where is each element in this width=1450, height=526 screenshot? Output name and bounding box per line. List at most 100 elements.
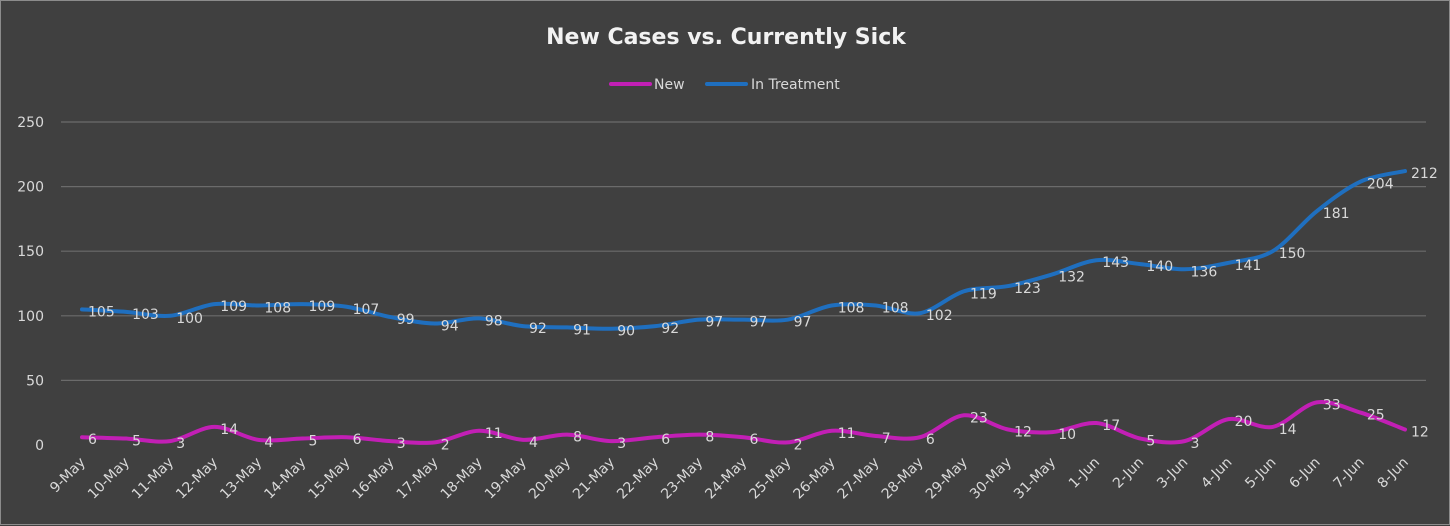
data-label-new: 6 (926, 432, 935, 448)
data-label-in-treatment: 108 (838, 300, 865, 316)
data-label-in-treatment: 102 (926, 308, 953, 324)
data-label-new: 3 (176, 436, 185, 452)
x-tick-label: 28-May (879, 455, 927, 503)
x-tick-label: 6-Jun (1286, 455, 1323, 492)
data-label-new: 11 (485, 426, 503, 442)
x-tick-label: 7-Jun (1331, 455, 1368, 492)
data-label-new: 6 (353, 432, 362, 448)
data-label-new: 6 (750, 432, 759, 448)
data-label-in-treatment: 97 (750, 315, 768, 331)
x-tick-label: 9-May (47, 455, 89, 497)
data-label-new: 11 (838, 426, 856, 442)
data-label-in-treatment: 109 (309, 299, 336, 315)
data-label-new: 3 (617, 436, 626, 452)
data-label-new: 17 (1102, 418, 1120, 434)
data-label-new: 3 (397, 436, 406, 452)
x-tick-label: 10-May (85, 455, 133, 503)
x-tick-label: 22-May (614, 455, 662, 503)
data-label-new: 8 (705, 430, 714, 446)
x-tick-label: 31-May (1011, 455, 1059, 503)
y-tick-label: 50 (26, 373, 44, 389)
data-label-in-treatment: 141 (1235, 258, 1262, 274)
x-tick-label: 2-Jun (1110, 455, 1147, 492)
series-line-new (80, 399, 1407, 446)
x-tick-label: 14-May (261, 455, 309, 503)
data-label-in-treatment: 91 (573, 322, 591, 338)
data-label-in-treatment: 150 (1279, 246, 1306, 262)
legend: New In Treatment (609, 77, 840, 93)
data-label-new: 14 (220, 422, 238, 438)
x-tick-label: 12-May (173, 455, 221, 503)
data-label-new: 12 (1411, 424, 1429, 440)
data-label-new: 12 (1014, 424, 1032, 440)
series-line-in-treatment (80, 169, 1407, 331)
x-tick-label: 3-Jun (1154, 455, 1191, 492)
data-label-in-treatment: 109 (220, 299, 247, 315)
chart-title: New Cases vs. Currently Sick (546, 25, 907, 50)
x-tick-label: 21-May (570, 455, 618, 503)
y-tick-label: 100 (17, 309, 44, 325)
data-label-new: 14 (1279, 422, 1297, 438)
data-label-in-treatment: 94 (441, 319, 459, 335)
data-label-new: 7 (882, 431, 891, 447)
x-tick-label: 18-May (438, 455, 486, 503)
x-tick-label: 23-May (658, 455, 706, 503)
x-tick-label: 8-Jun (1375, 455, 1412, 492)
x-tick-label: 30-May (967, 455, 1015, 503)
data-label-in-treatment: 97 (705, 315, 723, 331)
y-tick-label: 150 (17, 244, 44, 260)
gridlines (61, 121, 1426, 381)
series-lines (80, 169, 1407, 446)
data-label-in-treatment: 181 (1323, 206, 1350, 222)
x-tick-label: 25-May (746, 455, 794, 503)
x-tick-label: 15-May (305, 455, 353, 503)
x-tick-label: 5-Jun (1242, 455, 1279, 492)
data-label-new: 4 (529, 435, 538, 451)
data-label-new: 6 (88, 432, 97, 448)
x-tick-label: 29-May (923, 455, 971, 503)
y-tick-label: 200 (17, 180, 44, 196)
data-label-new: 8 (573, 430, 582, 446)
x-tick-label: 11-May (129, 455, 177, 503)
legend-label-new: New (654, 77, 685, 93)
data-label-in-treatment: 108 (264, 300, 291, 316)
y-tick-label: 250 (17, 115, 44, 131)
x-tick-label: 16-May (350, 455, 398, 503)
data-label-new: 10 (1058, 427, 1076, 443)
x-tick-label: 1-Jun (1066, 455, 1103, 492)
x-tick-label: 26-May (791, 455, 839, 503)
data-label-in-treatment: 99 (397, 312, 415, 328)
data-label-in-treatment: 212 (1411, 166, 1438, 182)
x-tick-label: 20-May (526, 455, 574, 503)
data-label-new: 5 (132, 434, 141, 450)
x-tick-label: 4-Jun (1198, 455, 1235, 492)
y-tick-label: 0 (35, 438, 44, 454)
data-label-new: 5 (309, 434, 318, 450)
data-label-new: 4 (264, 435, 273, 451)
data-label-new: 2 (441, 437, 450, 453)
data-label-in-treatment: 143 (1102, 255, 1129, 271)
data-label-new: 6 (661, 432, 670, 448)
data-label-in-treatment: 92 (661, 321, 679, 337)
data-label-in-treatment: 108 (882, 300, 909, 316)
x-axis: 9-May10-May11-May12-May13-May14-May15-Ma… (47, 455, 1412, 503)
data-label-in-treatment: 98 (485, 313, 503, 329)
x-tick-label: 17-May (394, 455, 442, 503)
data-label-in-treatment: 92 (529, 321, 547, 337)
data-label-in-treatment: 119 (970, 286, 997, 302)
data-label-in-treatment: 140 (1146, 259, 1173, 275)
data-label-new: 5 (1146, 434, 1155, 450)
data-label-in-treatment: 136 (1191, 264, 1218, 280)
data-label-in-treatment: 90 (617, 324, 635, 340)
data-labels: 6 5 3 14 4 5 6 3 2 11 4 8 3 6 8 6 2 11 7 6 23 12 10 17 5 3 20 14 33 2… (88, 166, 1438, 453)
data-label-in-treatment: 107 (353, 302, 380, 318)
data-label-new: 20 (1235, 414, 1253, 430)
data-label-new: 25 (1367, 408, 1385, 424)
y-axis: 0 50 100 150 200 250 (17, 115, 44, 454)
data-label-in-treatment: 100 (176, 311, 203, 327)
x-tick-label: 24-May (702, 455, 750, 503)
data-label-new: 3 (1191, 436, 1200, 452)
data-label-in-treatment: 103 (132, 307, 159, 323)
data-label-in-treatment: 204 (1367, 176, 1394, 192)
